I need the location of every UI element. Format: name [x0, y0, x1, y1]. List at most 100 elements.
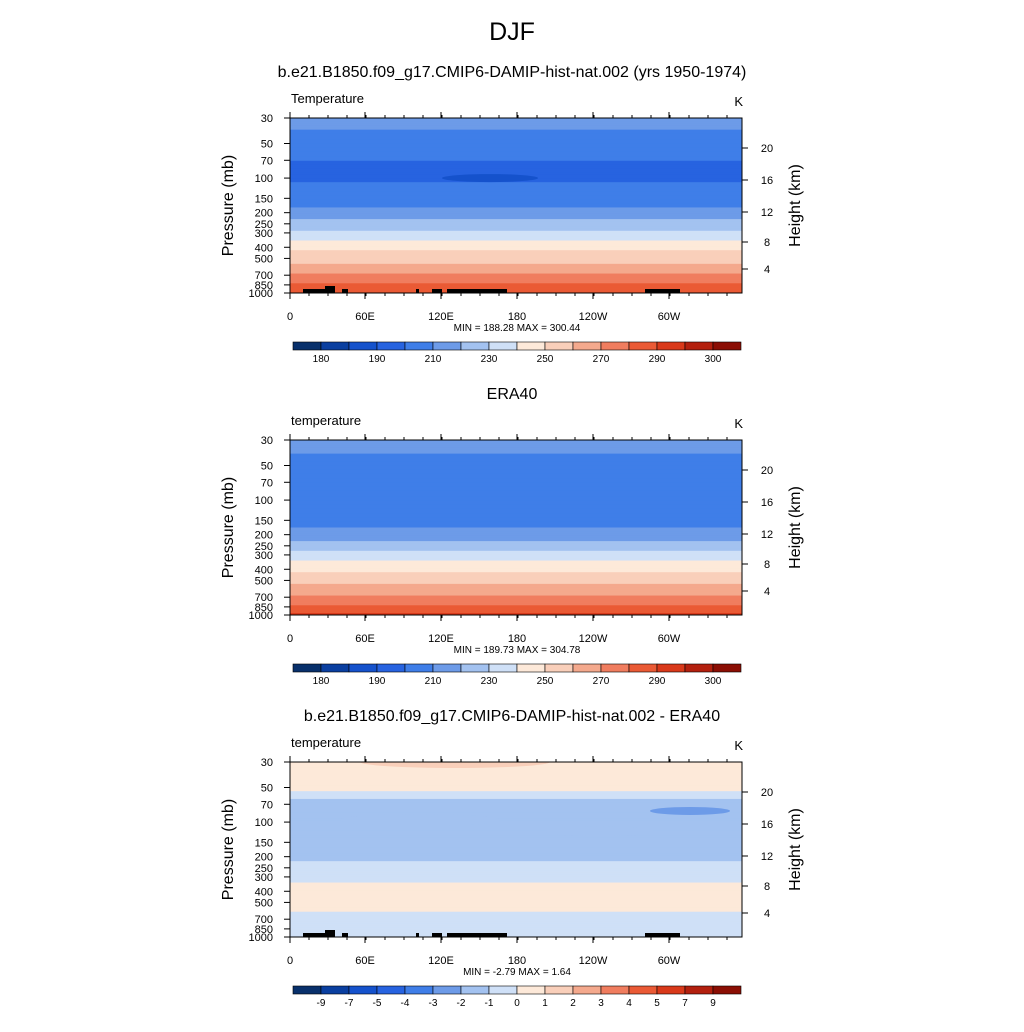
contour-band [290, 804, 742, 808]
contour-band [290, 798, 742, 802]
contour-band [290, 480, 742, 484]
contour-band [290, 184, 742, 187]
contour-band [290, 835, 742, 839]
contour-band [290, 585, 742, 589]
contour-band [290, 537, 742, 540]
contour-band [290, 609, 742, 612]
contour-band [290, 894, 742, 897]
contour-band [290, 160, 742, 164]
contour-band [290, 529, 742, 532]
colorbar-swatch [600, 985, 630, 995]
contour-band [290, 779, 742, 783]
contour-band [290, 496, 742, 499]
y-tick-label: 100 [255, 173, 273, 185]
contour-band [290, 188, 742, 191]
y-tick-label: 100 [255, 495, 273, 507]
contour-band [290, 806, 742, 810]
colorbar-swatch [376, 663, 406, 673]
topography-mask [432, 933, 442, 937]
contour-band [290, 131, 742, 135]
contour-band [290, 471, 742, 474]
contour-band [290, 441, 742, 445]
contour-band [290, 123, 742, 127]
colorbar-swatch [460, 663, 490, 673]
colorbar-label: 0 [514, 998, 520, 1009]
min-max-stats: MIN = -2.79 MAX = 1.64 [463, 967, 571, 978]
contour-field [290, 440, 742, 615]
contour-band [290, 482, 742, 486]
y-axis-title: Pressure (mb) [220, 155, 237, 256]
contour-band [290, 812, 742, 816]
panel-3-title: b.e21.B1850.f09_g17.CMIP6-DAMIP-hist-nat… [303, 708, 721, 725]
contour-band [290, 215, 742, 218]
topography-mask [447, 933, 507, 937]
contour-band [290, 833, 742, 837]
contour-field [290, 118, 742, 293]
contour-band [290, 853, 742, 856]
topography-mask [416, 933, 419, 937]
colorbar-swatch [628, 985, 658, 995]
contour-band [290, 880, 742, 884]
colorbar-swatch [404, 663, 434, 673]
contour-band [290, 465, 742, 468]
contour-band [290, 595, 742, 599]
contour-band [290, 511, 742, 515]
min-max-stats: MIN = 189.73 MAX = 304.78 [454, 645, 581, 656]
contour-band [290, 773, 742, 777]
colorbar-swatch [488, 985, 518, 995]
colorbar-label: 250 [537, 676, 554, 687]
contour-band [290, 259, 742, 263]
y-tick-label: 500 [255, 897, 273, 909]
colorbar-swatch [684, 985, 714, 995]
x-tick-label: 120W [579, 633, 608, 645]
cool-anomaly-feature [545, 826, 655, 837]
contour-band [290, 170, 742, 174]
colorbar-swatch [432, 985, 462, 995]
colorbar-label: 210 [425, 354, 442, 365]
contour-band [290, 449, 742, 453]
colorbar-swatch [376, 341, 406, 351]
contour-band [290, 566, 742, 569]
contour-band [290, 902, 742, 905]
contour-band [290, 839, 742, 843]
contour-band [290, 841, 742, 845]
units-label: K [734, 738, 743, 753]
contour-band [290, 576, 742, 579]
contour-band [290, 905, 742, 909]
contour-band [290, 583, 742, 587]
colorbar-label: 270 [593, 676, 610, 687]
right-axis-title: Height (km) [787, 164, 804, 247]
contour-band [290, 469, 742, 472]
contour-band [290, 548, 742, 552]
contour-band [290, 287, 742, 290]
contour-band [290, 556, 742, 560]
colorbar-swatch [544, 663, 574, 673]
cool-anomaly-feature [340, 814, 500, 827]
y-axis-title: Pressure (mb) [220, 477, 237, 578]
contour-band [290, 793, 742, 796]
contour-band [290, 560, 742, 564]
contour-band [290, 613, 742, 615]
contour-band [290, 269, 742, 273]
y-tick-label: 850 [255, 924, 273, 936]
contour-band [290, 578, 742, 581]
contour-band [290, 508, 742, 511]
contour-band [290, 574, 742, 577]
contour-band [290, 521, 742, 525]
contour-band [290, 244, 742, 247]
contour-band [290, 258, 742, 261]
contour-band [290, 199, 742, 203]
contour-band [290, 445, 742, 449]
contour-band [290, 816, 742, 819]
cold-core-feature [442, 174, 538, 183]
contour-band [290, 884, 742, 888]
contour-band [290, 874, 742, 878]
contour-band [290, 795, 742, 798]
colorbar-swatch [628, 663, 658, 673]
contour-band [290, 279, 742, 282]
contour-band [290, 221, 742, 224]
contour-band [290, 443, 742, 447]
contour-band [290, 830, 742, 833]
y-tick-label: 50 [261, 460, 273, 472]
contour-band [290, 915, 742, 919]
